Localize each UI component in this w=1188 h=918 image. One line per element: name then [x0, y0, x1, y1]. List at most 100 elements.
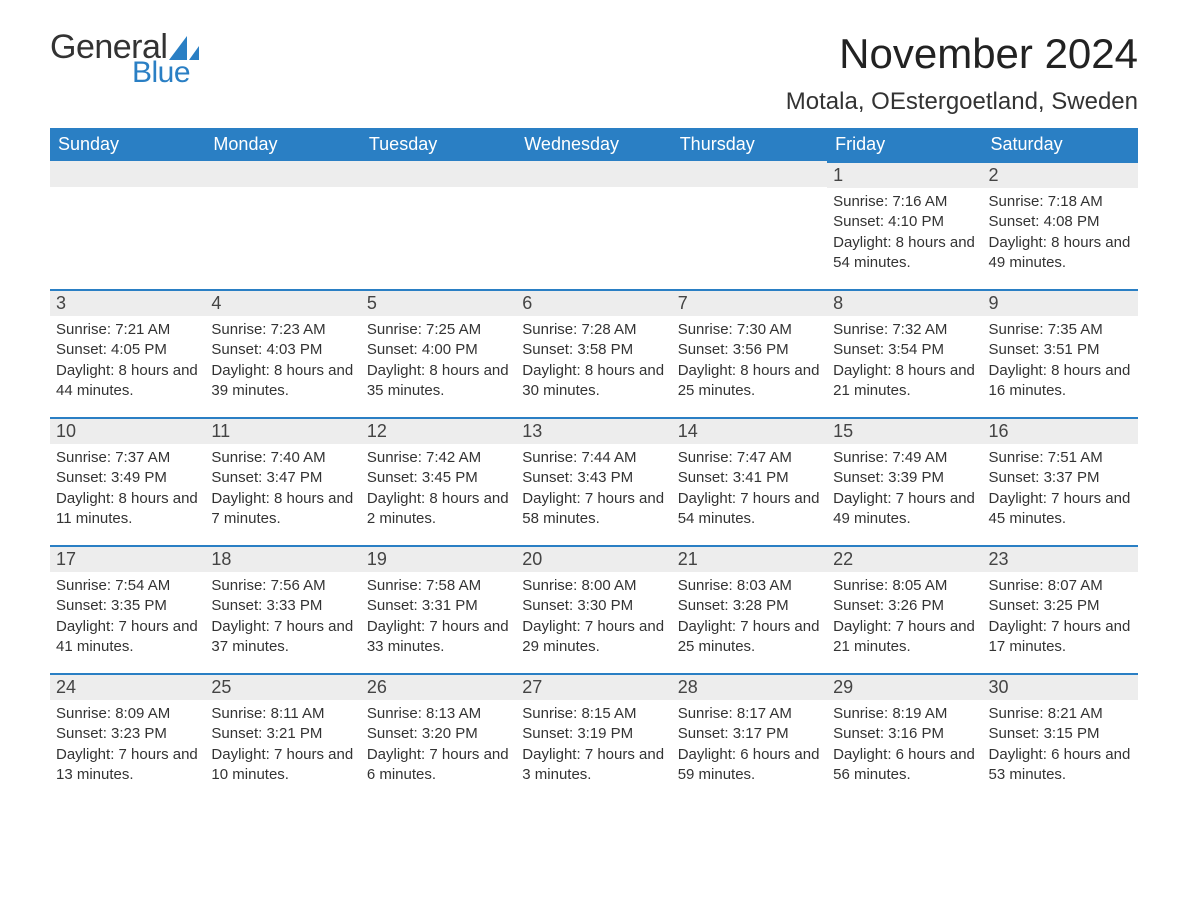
sunrise-line: Sunrise: 8:07 AM: [989, 576, 1132, 596]
sunset-line: Sunset: 3:25 PM: [989, 596, 1132, 616]
day-number: 20: [516, 545, 671, 572]
sunset-line: Sunset: 3:28 PM: [678, 596, 821, 616]
calendar-row: 24Sunrise: 8:09 AMSunset: 3:23 PMDayligh…: [50, 673, 1138, 801]
calendar-table: SundayMondayTuesdayWednesdayThursdayFrid…: [50, 128, 1138, 801]
logo-text-blue: Blue: [132, 58, 203, 88]
day-details: Sunrise: 7:37 AMSunset: 3:49 PMDaylight:…: [50, 444, 205, 535]
sunrise-line: Sunrise: 7:40 AM: [211, 448, 354, 468]
day-details: Sunrise: 8:05 AMSunset: 3:26 PMDaylight:…: [827, 572, 982, 663]
day-details: Sunrise: 8:11 AMSunset: 3:21 PMDaylight:…: [205, 700, 360, 791]
sunrise-line: Sunrise: 8:05 AM: [833, 576, 976, 596]
day-details: Sunrise: 7:54 AMSunset: 3:35 PMDaylight:…: [50, 572, 205, 663]
empty-cell: [361, 161, 516, 289]
day-details: Sunrise: 7:30 AMSunset: 3:56 PMDaylight:…: [672, 316, 827, 407]
sunrise-line: Sunrise: 8:19 AM: [833, 704, 976, 724]
day-number: 21: [672, 545, 827, 572]
day-number: 2: [983, 161, 1138, 188]
sunset-line: Sunset: 3:20 PM: [367, 724, 510, 744]
sunrise-line: Sunrise: 8:03 AM: [678, 576, 821, 596]
sunset-line: Sunset: 3:23 PM: [56, 724, 199, 744]
day-cell: 11Sunrise: 7:40 AMSunset: 3:47 PMDayligh…: [205, 417, 360, 545]
day-details: Sunrise: 8:07 AMSunset: 3:25 PMDaylight:…: [983, 572, 1138, 663]
day-cell: 24Sunrise: 8:09 AMSunset: 3:23 PMDayligh…: [50, 673, 205, 801]
sunset-line: Sunset: 3:35 PM: [56, 596, 199, 616]
day-details: Sunrise: 7:51 AMSunset: 3:37 PMDaylight:…: [983, 444, 1138, 535]
sunset-line: Sunset: 3:58 PM: [522, 340, 665, 360]
sunrise-line: Sunrise: 7:23 AM: [211, 320, 354, 340]
daylight-line: Daylight: 8 hours and 49 minutes.: [989, 233, 1132, 274]
sunrise-line: Sunrise: 7:54 AM: [56, 576, 199, 596]
day-cell: 5Sunrise: 7:25 AMSunset: 4:00 PMDaylight…: [361, 289, 516, 417]
weekday-header: Friday: [827, 128, 982, 161]
daylight-line: Daylight: 7 hours and 25 minutes.: [678, 617, 821, 658]
sunset-line: Sunset: 3:56 PM: [678, 340, 821, 360]
daylight-line: Daylight: 7 hours and 17 minutes.: [989, 617, 1132, 658]
sunrise-line: Sunrise: 8:00 AM: [522, 576, 665, 596]
sunset-line: Sunset: 3:31 PM: [367, 596, 510, 616]
day-number: 17: [50, 545, 205, 572]
day-details: Sunrise: 7:58 AMSunset: 3:31 PMDaylight:…: [361, 572, 516, 663]
daylight-line: Daylight: 7 hours and 37 minutes.: [211, 617, 354, 658]
sunrise-line: Sunrise: 8:11 AM: [211, 704, 354, 724]
day-cell: 27Sunrise: 8:15 AMSunset: 3:19 PMDayligh…: [516, 673, 671, 801]
sunset-line: Sunset: 3:19 PM: [522, 724, 665, 744]
day-details: Sunrise: 8:00 AMSunset: 3:30 PMDaylight:…: [516, 572, 671, 663]
sunrise-line: Sunrise: 7:18 AM: [989, 192, 1132, 212]
day-cell: 20Sunrise: 8:00 AMSunset: 3:30 PMDayligh…: [516, 545, 671, 673]
sunset-line: Sunset: 3:43 PM: [522, 468, 665, 488]
day-cell: 21Sunrise: 8:03 AMSunset: 3:28 PMDayligh…: [672, 545, 827, 673]
sunset-line: Sunset: 3:51 PM: [989, 340, 1132, 360]
day-number: 25: [205, 673, 360, 700]
page-header: General Blue November 2024 Motala, OEste…: [50, 30, 1138, 116]
weekday-header: Thursday: [672, 128, 827, 161]
day-details: Sunrise: 7:16 AMSunset: 4:10 PMDaylight:…: [827, 188, 982, 279]
sunset-line: Sunset: 3:54 PM: [833, 340, 976, 360]
day-details: Sunrise: 7:21 AMSunset: 4:05 PMDaylight:…: [50, 316, 205, 407]
sunset-line: Sunset: 3:39 PM: [833, 468, 976, 488]
day-number: 14: [672, 417, 827, 444]
day-cell: 8Sunrise: 7:32 AMSunset: 3:54 PMDaylight…: [827, 289, 982, 417]
sunset-line: Sunset: 4:10 PM: [833, 212, 976, 232]
sunrise-line: Sunrise: 7:28 AM: [522, 320, 665, 340]
daylight-line: Daylight: 8 hours and 7 minutes.: [211, 489, 354, 530]
day-cell: 29Sunrise: 8:19 AMSunset: 3:16 PMDayligh…: [827, 673, 982, 801]
empty-day-head: [516, 161, 671, 187]
day-details: Sunrise: 7:44 AMSunset: 3:43 PMDaylight:…: [516, 444, 671, 535]
day-details: Sunrise: 8:03 AMSunset: 3:28 PMDaylight:…: [672, 572, 827, 663]
day-cell: 6Sunrise: 7:28 AMSunset: 3:58 PMDaylight…: [516, 289, 671, 417]
day-number: 5: [361, 289, 516, 316]
day-number: 23: [983, 545, 1138, 572]
calendar-row: 1Sunrise: 7:16 AMSunset: 4:10 PMDaylight…: [50, 161, 1138, 289]
daylight-line: Daylight: 7 hours and 54 minutes.: [678, 489, 821, 530]
day-number: 28: [672, 673, 827, 700]
day-number: 29: [827, 673, 982, 700]
sunrise-line: Sunrise: 7:37 AM: [56, 448, 199, 468]
sunrise-line: Sunrise: 7:51 AM: [989, 448, 1132, 468]
day-details: Sunrise: 8:21 AMSunset: 3:15 PMDaylight:…: [983, 700, 1138, 791]
daylight-line: Daylight: 7 hours and 49 minutes.: [833, 489, 976, 530]
sunset-line: Sunset: 3:16 PM: [833, 724, 976, 744]
sunset-line: Sunset: 3:45 PM: [367, 468, 510, 488]
day-number: 4: [205, 289, 360, 316]
daylight-line: Daylight: 8 hours and 2 minutes.: [367, 489, 510, 530]
empty-day-head: [205, 161, 360, 187]
daylight-line: Daylight: 7 hours and 58 minutes.: [522, 489, 665, 530]
day-number: 6: [516, 289, 671, 316]
day-cell: 14Sunrise: 7:47 AMSunset: 3:41 PMDayligh…: [672, 417, 827, 545]
weekday-header: Saturday: [983, 128, 1138, 161]
day-cell: 19Sunrise: 7:58 AMSunset: 3:31 PMDayligh…: [361, 545, 516, 673]
day-number: 18: [205, 545, 360, 572]
day-cell: 30Sunrise: 8:21 AMSunset: 3:15 PMDayligh…: [983, 673, 1138, 801]
day-number: 13: [516, 417, 671, 444]
calendar-header-row: SundayMondayTuesdayWednesdayThursdayFrid…: [50, 128, 1138, 161]
calendar-body: 1Sunrise: 7:16 AMSunset: 4:10 PMDaylight…: [50, 161, 1138, 801]
sunrise-line: Sunrise: 7:47 AM: [678, 448, 821, 468]
weekday-header: Monday: [205, 128, 360, 161]
daylight-line: Daylight: 8 hours and 25 minutes.: [678, 361, 821, 402]
day-details: Sunrise: 8:19 AMSunset: 3:16 PMDaylight:…: [827, 700, 982, 791]
day-number: 8: [827, 289, 982, 316]
daylight-line: Daylight: 6 hours and 53 minutes.: [989, 745, 1132, 786]
sunset-line: Sunset: 3:30 PM: [522, 596, 665, 616]
daylight-line: Daylight: 7 hours and 29 minutes.: [522, 617, 665, 658]
day-details: Sunrise: 7:23 AMSunset: 4:03 PMDaylight:…: [205, 316, 360, 407]
